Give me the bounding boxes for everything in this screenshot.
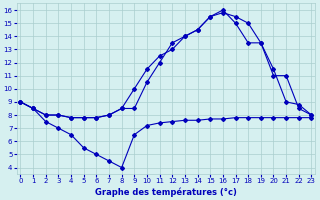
X-axis label: Graphe des températures (°c): Graphe des températures (°c): [95, 187, 237, 197]
